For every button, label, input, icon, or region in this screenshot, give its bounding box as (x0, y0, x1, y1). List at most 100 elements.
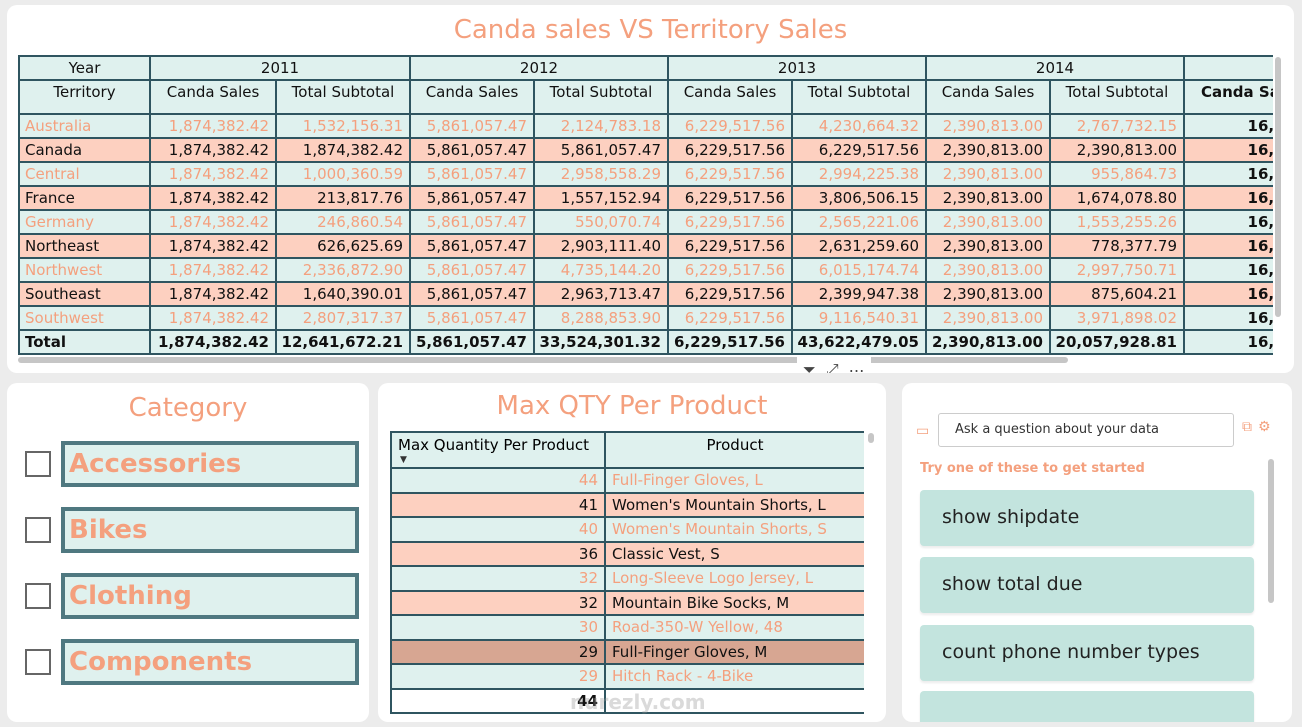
grand-total-cell[interactable]: 16,355,77 (1183, 305, 1273, 331)
value-cell[interactable]: 8,288,853.90 (533, 305, 669, 331)
value-cell[interactable]: 2,767,732.15 (1049, 113, 1185, 139)
value-cell[interactable]: 6,229,517.56 (667, 233, 793, 259)
value-cell[interactable]: 6,229,517.56 (667, 281, 793, 307)
matrix-vertical-scrollbar[interactable] (1275, 57, 1281, 317)
grand-total-cell[interactable]: 16,355,77 (1183, 233, 1273, 259)
grand-total-cell[interactable]: 16,355,77 (1183, 185, 1273, 211)
value-cell[interactable]: 2,997,750.71 (1049, 257, 1185, 283)
value-cell[interactable]: 1,557,152.94 (533, 185, 669, 211)
slicer-checkbox[interactable] (25, 649, 51, 675)
value-cell[interactable]: 778,377.79 (1049, 233, 1185, 259)
value-cell[interactable]: 5,861,057.47 (409, 257, 535, 283)
product-row[interactable]: 29 Hitch Rack - 4-Bike (390, 663, 864, 690)
value-cell[interactable]: 2,390,813.00 (925, 137, 1051, 163)
qa-question-input[interactable]: Ask a question about your data (938, 413, 1234, 447)
convert-to-visual-icon[interactable]: ⧉ (1242, 419, 1252, 435)
value-cell[interactable]: 2,963,713.47 (533, 281, 669, 307)
grand-total-cell[interactable]: 16,355,77 (1183, 257, 1273, 283)
max-qty-cell[interactable]: 29 (390, 638, 606, 665)
qa-suggestion[interactable]: show total due (920, 557, 1254, 613)
product-cell[interactable]: Full-Finger Gloves, M (604, 638, 864, 665)
value-cell[interactable]: 1,874,382.42 (149, 185, 277, 211)
measure-header-canada[interactable]: Canda Sales (409, 79, 535, 115)
value-cell[interactable]: 1,874,382.42 (149, 161, 277, 187)
product-cell[interactable]: Full-Finger Gloves, L (604, 467, 864, 494)
product-cell[interactable]: Mountain Bike Socks, M (604, 589, 864, 616)
value-cell[interactable]: 6,229,517.56 (667, 209, 793, 235)
value-cell[interactable]: 6,229,517.56 (791, 137, 927, 163)
value-cell[interactable]: 2,124,783.18 (533, 113, 669, 139)
slicer-item-components[interactable]: Components (25, 639, 365, 685)
value-cell[interactable]: 1,553,255.26 (1049, 209, 1185, 235)
value-cell[interactable]: 2,390,813.00 (925, 257, 1051, 283)
year-header[interactable]: 2012 (409, 55, 669, 81)
value-cell[interactable]: 2,390,813.00 (925, 161, 1051, 187)
filter-icon[interactable]: ⏷ (803, 360, 816, 373)
value-cell[interactable]: 1,674,078.80 (1049, 185, 1185, 211)
qa-scrollbar[interactable] (1268, 459, 1274, 603)
value-cell[interactable]: 2,994,225.38 (791, 161, 927, 187)
value-cell[interactable]: 875,604.21 (1049, 281, 1185, 307)
product-column-header[interactable]: Product (604, 431, 864, 469)
slicer-item-label[interactable]: Components (61, 639, 359, 685)
value-cell[interactable]: 5,861,057.47 (409, 281, 535, 307)
measure-header-canada[interactable]: Canda Sales (149, 79, 277, 115)
value-cell[interactable]: 2,390,813.00 (925, 209, 1051, 235)
value-cell[interactable]: 5,861,057.47 (409, 137, 535, 163)
territory-cell[interactable]: Germany (18, 209, 151, 235)
max-qty-viewport[interactable]: Max Quantity Per Product ▼ Product 44 Ful… (390, 431, 864, 715)
value-cell[interactable]: 626,625.69 (275, 233, 411, 259)
territory-cell[interactable]: Australia (18, 113, 151, 139)
value-cell[interactable]: 2,390,813.00 (925, 113, 1051, 139)
value-cell[interactable]: 1,874,382.42 (275, 137, 411, 163)
more-options-icon[interactable]: ⋯ (848, 360, 865, 374)
territory-cell[interactable]: Northwest (18, 257, 151, 283)
value-cell[interactable]: 5,861,057.47 (533, 137, 669, 163)
max-qty-cell[interactable]: 32 (390, 589, 606, 616)
measure-header-subtotal[interactable]: Total Subtotal (791, 79, 927, 115)
value-cell[interactable]: 1,640,390.01 (275, 281, 411, 307)
measure-header-subtotal[interactable]: Total Subtotal (275, 79, 411, 115)
max-qty-cell[interactable]: 41 (390, 491, 606, 518)
slicer-item-label[interactable]: Accessories (61, 441, 359, 487)
matrix-viewport[interactable]: Year 2011 2012 2013 2014 Territory Canda… (18, 55, 1273, 355)
territory-cell[interactable]: Northeast (18, 233, 151, 259)
product-cell[interactable]: Road-350-W Yellow, 48 (604, 614, 864, 641)
matrix-row[interactable]: Northwest 1,874,382.42 2,336,872.90 5,861,0… (18, 257, 1273, 283)
value-cell[interactable]: 2,336,872.90 (275, 257, 411, 283)
value-cell[interactable]: 6,229,517.56 (667, 137, 793, 163)
value-cell[interactable]: 6,015,174.74 (791, 257, 927, 283)
matrix-row[interactable]: Northeast 1,874,382.42 626,625.69 5,861,057… (18, 233, 1273, 259)
grand-total-cell[interactable]: 16,355,77 (1183, 137, 1273, 163)
product-row[interactable]: 32 Long-Sleeve Logo Jersey, L (390, 565, 864, 592)
year-header[interactable]: 2014 (925, 55, 1185, 81)
territory-header[interactable]: Territory (18, 79, 151, 115)
value-cell[interactable]: 2,390,813.00 (1049, 137, 1185, 163)
value-cell[interactable]: 955,864.73 (1049, 161, 1185, 187)
product-row[interactable]: 41 Women's Mountain Shorts, L (390, 491, 864, 518)
value-cell[interactable]: 1,532,156.31 (275, 113, 411, 139)
value-cell[interactable]: 9,116,540.31 (791, 305, 927, 331)
product-row[interactable]: 40 Women's Mountain Shorts, S (390, 516, 864, 543)
value-cell[interactable]: 5,861,057.47 (409, 305, 535, 331)
max-qty-cell[interactable]: 44 (390, 467, 606, 494)
grand-total-header[interactable]: Canda Sales (1183, 79, 1273, 115)
max-qty-cell[interactable]: 29 (390, 663, 606, 690)
qa-suggestion[interactable] (920, 691, 1254, 722)
value-cell[interactable]: 5,861,057.47 (409, 161, 535, 187)
value-cell[interactable]: 3,971,898.02 (1049, 305, 1185, 331)
value-cell[interactable]: 2,958,558.29 (533, 161, 669, 187)
max-qty-cell[interactable]: 30 (390, 614, 606, 641)
value-cell[interactable]: 5,861,057.47 (409, 209, 535, 235)
value-cell[interactable]: 2,390,813.00 (925, 185, 1051, 211)
value-cell[interactable]: 1,874,382.42 (149, 257, 277, 283)
measure-header-canada[interactable]: Canda Sales (925, 79, 1051, 115)
value-cell[interactable]: 6,229,517.56 (667, 185, 793, 211)
qa-suggestion[interactable]: count phone number types (920, 625, 1254, 681)
slicer-checkbox[interactable] (25, 517, 51, 543)
product-cell[interactable]: Women's Mountain Shorts, L (604, 491, 864, 518)
product-cell[interactable]: Long-Sleeve Logo Jersey, L (604, 565, 864, 592)
max-qty-scrollbar[interactable] (868, 433, 874, 443)
grand-total-cell[interactable]: 16,355,77 (1183, 209, 1273, 235)
matrix-row[interactable]: France 1,874,382.42 213,817.76 5,861,057.47… (18, 185, 1273, 211)
